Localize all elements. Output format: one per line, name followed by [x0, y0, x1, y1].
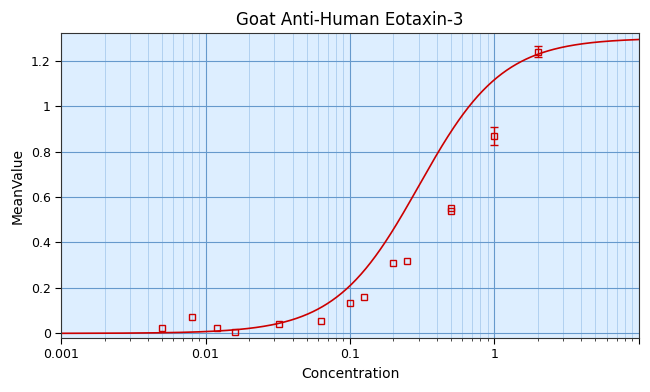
Title: Goat Anti-Human Eotaxin-3: Goat Anti-Human Eotaxin-3	[236, 11, 463, 29]
Y-axis label: MeanValue: MeanValue	[11, 148, 25, 224]
X-axis label: Concentration: Concentration	[301, 367, 399, 381]
